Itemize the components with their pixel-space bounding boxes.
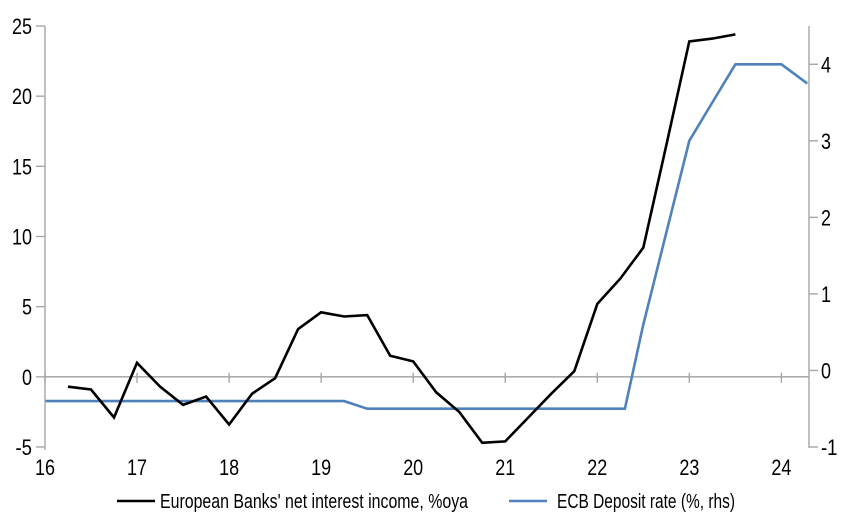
right-axis-tick-label: 0 — [821, 358, 831, 383]
right-axis-tick-label: -1 — [821, 435, 838, 460]
left-axis-tick-label: 15 — [12, 154, 32, 179]
ecb-deposit-rate-line — [45, 63, 808, 411]
left-axis-tick-label: 0 — [22, 365, 32, 390]
x-axis-tick-label: 17 — [127, 455, 147, 480]
legend: European Banks' net interest income, %oy… — [117, 491, 735, 513]
right-axis-tick-label: 1 — [821, 282, 831, 307]
right-axis-tick-label: 3 — [821, 129, 831, 154]
series-layer — [45, 33, 808, 445]
right-axis-tick-label: 2 — [821, 205, 831, 230]
x-axis-tick-label: 24 — [771, 455, 791, 480]
x-axis-tick-label: 16 — [35, 455, 55, 480]
left-axis-tick-label: 10 — [12, 225, 32, 250]
x-axis-tick-label: 19 — [311, 455, 331, 480]
left-axis-tick-label: -5 — [16, 435, 33, 460]
nii-legend-label: European Banks' net interest income, %oy… — [160, 491, 469, 513]
x-axis-tick-label: 21 — [495, 455, 515, 480]
axes-layer — [36, 25, 818, 450]
x-axis-tick-label: 22 — [587, 455, 607, 480]
right-axis-tick-label: 4 — [821, 52, 831, 77]
x-axis-tick-label: 18 — [219, 455, 239, 480]
left-axis-tick-label: 25 — [12, 14, 32, 39]
left-axis-tick-label: 5 — [22, 295, 32, 320]
net-interest-income-line — [67, 33, 736, 445]
x-axis-tick-label: 23 — [679, 455, 699, 480]
x-axis-tick-label: 20 — [403, 455, 423, 480]
ecb-legend-label: ECB Deposit rate (%, rhs) — [557, 491, 735, 513]
left-axis-tick-label: 20 — [12, 84, 32, 109]
